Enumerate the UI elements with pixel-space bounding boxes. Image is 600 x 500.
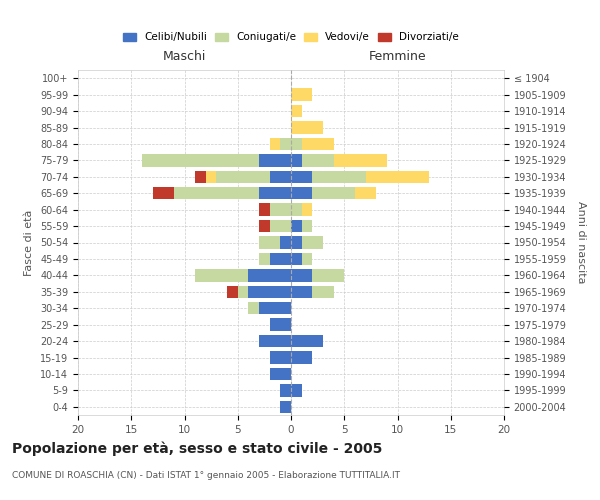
Bar [291,122,323,134]
Bar [291,138,302,150]
Bar [313,187,355,200]
Bar [334,154,387,166]
Bar [302,220,312,232]
Bar [248,302,259,314]
Bar [291,384,302,396]
Bar [291,154,302,166]
Text: Femmine: Femmine [368,50,427,63]
Bar [280,138,291,150]
Bar [270,204,291,216]
Bar [259,253,270,265]
Bar [248,286,291,298]
Bar [259,204,270,216]
Text: COMUNE DI ROASCHIA (CN) - Dati ISTAT 1° gennaio 2005 - Elaborazione TUTTITALIA.I: COMUNE DI ROASCHIA (CN) - Dati ISTAT 1° … [12,470,400,480]
Bar [313,269,344,281]
Bar [195,170,206,183]
Bar [248,269,291,281]
Bar [291,352,313,364]
Bar [355,187,376,200]
Bar [313,170,365,183]
Bar [365,170,430,183]
Text: Maschi: Maschi [163,50,206,63]
Bar [174,187,259,200]
Bar [291,286,313,298]
Bar [291,204,302,216]
Bar [206,170,217,183]
Bar [270,253,291,265]
Bar [259,154,291,166]
Bar [259,236,280,248]
Bar [259,335,291,347]
Bar [270,138,280,150]
Bar [291,335,323,347]
Legend: Celibi/Nubili, Coniugati/e, Vedovi/e, Divorziati/e: Celibi/Nubili, Coniugati/e, Vedovi/e, Di… [121,30,461,44]
Y-axis label: Fasce di età: Fasce di età [25,210,34,276]
Bar [270,220,291,232]
Bar [238,286,248,298]
Bar [291,88,313,101]
Y-axis label: Anni di nascita: Anni di nascita [576,201,586,284]
Bar [313,286,334,298]
Bar [291,105,302,117]
Bar [302,204,312,216]
Bar [142,154,259,166]
Bar [280,236,291,248]
Bar [259,220,270,232]
Bar [259,187,291,200]
Bar [291,187,313,200]
Bar [217,170,270,183]
Bar [302,154,334,166]
Bar [270,368,291,380]
Bar [270,170,291,183]
Bar [152,187,174,200]
Bar [291,220,302,232]
Bar [195,269,248,281]
Bar [270,352,291,364]
Text: Popolazione per età, sesso e stato civile - 2005: Popolazione per età, sesso e stato civil… [12,441,382,456]
Bar [280,384,291,396]
Bar [259,302,291,314]
Bar [227,286,238,298]
Bar [270,318,291,331]
Bar [302,253,312,265]
Bar [302,138,334,150]
Bar [291,236,302,248]
Bar [291,269,313,281]
Bar [291,253,302,265]
Bar [302,236,323,248]
Bar [280,400,291,413]
Bar [291,170,313,183]
